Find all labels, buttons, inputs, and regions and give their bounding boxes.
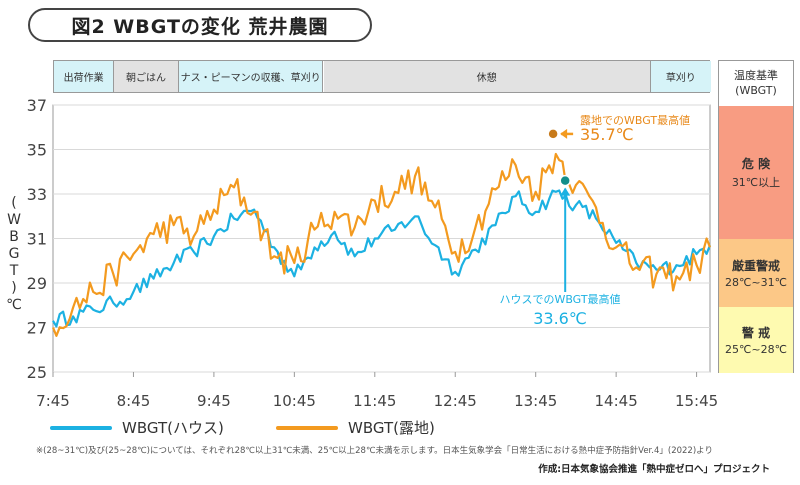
page-title: 図2 WBGTの変化 荒井農園 [28, 8, 372, 42]
criteria-heading: 温度基準 (WBGT) [719, 61, 793, 106]
x-tick-label: 12:45 [434, 392, 477, 410]
work-segment: ナス・ピーマンの収穫、草刈り [178, 61, 324, 92]
x-tick-label: 15:45 [675, 392, 718, 410]
footnote: ※(28~31℃)及び(25~28℃)については、それぞれ28℃以上31℃未満、… [36, 446, 713, 456]
criteria-warning-range: 25℃~28℃ [725, 343, 787, 356]
work-segment: 休憩 [323, 61, 651, 92]
y-tick-label: 33 [27, 185, 47, 204]
x-tick-label: 13:45 [514, 392, 557, 410]
house-peak-arrowhead [560, 187, 571, 196]
y-tick-label: 25 [27, 363, 47, 382]
series-house-line [52, 189, 712, 328]
legend-field-swatch [276, 425, 338, 430]
temperature-criteria-panel: 温度基準 (WBGT) 危 険 31℃以上 厳重警戒 28℃~31℃ 警 戒 25… [718, 60, 794, 373]
field-peak-label: 露地でのWBGT最高値 [580, 113, 690, 127]
criteria-warning-label: 警 戒 [741, 326, 771, 340]
legend-field-label: WBGT(露地) [348, 419, 435, 437]
criteria-danger-range: 31℃以上 [731, 176, 781, 189]
criteria-warning: 警 戒 25℃~28℃ [719, 307, 793, 373]
house-peak-marker [559, 174, 571, 187]
y-axis-title: (W B G T) ℃ [6, 195, 22, 313]
house-peak-label: ハウスでのWBGT最高値 [499, 292, 620, 306]
work-segment: 出荷作業 [54, 61, 115, 92]
x-tick-label: 10:45 [273, 392, 316, 410]
y-tick-label: 31 [27, 230, 47, 249]
x-tick-label: 7:45 [36, 392, 70, 410]
y-tick-label: 35 [27, 141, 47, 160]
criteria-danger-label: 危 険 [741, 157, 771, 171]
work-segment: 草刈り [650, 61, 711, 92]
legend-field: WBGT(露地) [276, 417, 435, 438]
criteria-severe-warning-range: 28℃~31℃ [725, 276, 787, 289]
field-peak-arrowhead [560, 128, 568, 139]
field-peak-value: 35.7℃ [580, 125, 634, 144]
criteria-severe-warning: 厳重警戒 28℃~31℃ [719, 239, 793, 307]
house-peak-value: 33.6℃ [533, 309, 587, 328]
legend-house-swatch [50, 425, 112, 430]
x-tick-label: 14:45 [595, 392, 638, 410]
criteria-severe-warning-label: 厳重警戒 [731, 259, 780, 273]
work-schedule-bar: 出荷作業 朝ごはん ナス・ピーマンの収穫、草刈り 休憩 草刈り [53, 60, 711, 93]
y-tick-label: 37 [27, 96, 47, 115]
legend-house: WBGT(ハウス) [50, 417, 224, 438]
x-tick-label: 11:45 [353, 392, 396, 410]
credit: 作成:日本気象協会推進「熱中症ゼロへ」プロジェクト [538, 464, 770, 475]
series-field-line [51, 152, 712, 337]
x-tick-label: 9:45 [197, 392, 231, 410]
legend-house-label: WBGT(ハウス) [122, 419, 224, 437]
y-tick-label: 27 [27, 319, 47, 338]
y-tick-label: 29 [27, 274, 47, 293]
x-tick-label: 8:45 [117, 392, 151, 410]
work-segment: 朝ごはん [114, 61, 179, 92]
field-peak-marker [547, 128, 559, 140]
criteria-danger: 危 険 31℃以上 [719, 106, 793, 239]
